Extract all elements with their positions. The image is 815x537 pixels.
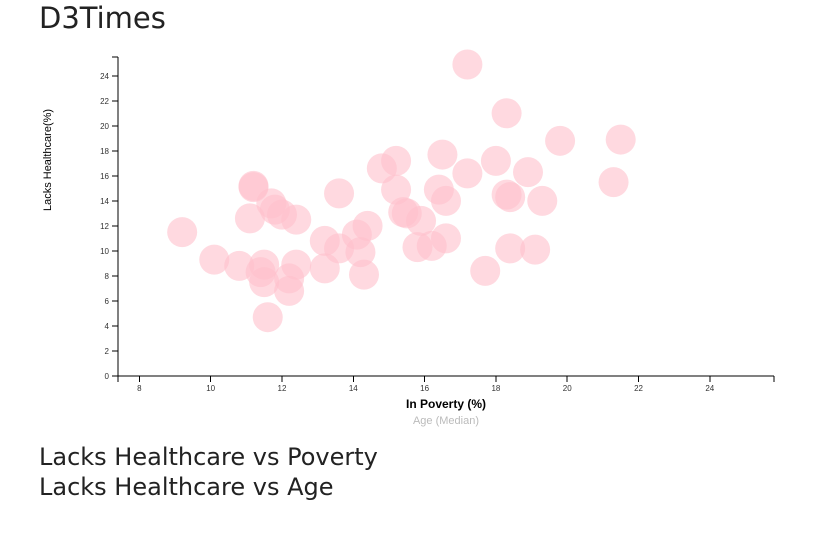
data-point[interactable] bbox=[480, 145, 511, 176]
y-axis-label-healthcare[interactable]: Lacks Healthcare(%) bbox=[42, 109, 54, 211]
data-point[interactable] bbox=[495, 182, 526, 213]
data-point[interactable] bbox=[167, 217, 198, 248]
x-tick-label: 16 bbox=[420, 384, 429, 393]
x-tick-label: 22 bbox=[634, 384, 643, 393]
y-tick-label: 8 bbox=[105, 272, 110, 281]
data-point[interactable] bbox=[324, 178, 355, 209]
data-point[interactable] bbox=[427, 139, 458, 170]
data-point[interactable] bbox=[470, 255, 501, 286]
y-tick-label: 16 bbox=[100, 172, 109, 181]
data-point[interactable] bbox=[431, 185, 461, 216]
x-tick-label: 12 bbox=[278, 384, 287, 393]
y-tick-label: 0 bbox=[105, 372, 110, 381]
data-point[interactable] bbox=[252, 302, 283, 333]
data-point[interactable] bbox=[345, 237, 376, 268]
data-point[interactable] bbox=[452, 49, 483, 80]
data-point[interactable] bbox=[491, 98, 522, 129]
x-axis-label-poverty[interactable]: In Poverty (%) bbox=[406, 397, 486, 411]
y-tick-label: 14 bbox=[100, 197, 109, 206]
data-point[interactable] bbox=[527, 185, 558, 216]
data-point[interactable] bbox=[598, 167, 629, 198]
data-point[interactable] bbox=[545, 125, 576, 156]
data-point[interactable] bbox=[281, 249, 312, 280]
data-point[interactable] bbox=[513, 157, 543, 188]
data-point[interactable] bbox=[431, 223, 461, 254]
data-point[interactable] bbox=[249, 267, 280, 298]
x-axis-label-age[interactable]: Age (Median) bbox=[413, 415, 479, 427]
subtitle-age: Lacks Healthcare vs Age bbox=[39, 473, 334, 501]
y-tick-label: 10 bbox=[100, 247, 109, 256]
y-tick-label: 18 bbox=[100, 147, 109, 156]
subtitle-poverty: Lacks Healthcare vs Poverty bbox=[39, 443, 378, 471]
x-tick-label: 14 bbox=[349, 384, 358, 393]
data-point[interactable] bbox=[349, 259, 379, 290]
data-point[interactable] bbox=[381, 174, 412, 205]
y-tick-label: 22 bbox=[100, 97, 109, 106]
data-point[interactable] bbox=[199, 244, 230, 275]
data-point[interactable] bbox=[406, 205, 437, 236]
y-tick-label: 4 bbox=[105, 322, 110, 331]
y-tick-label: 24 bbox=[100, 72, 109, 81]
data-point[interactable] bbox=[281, 204, 312, 235]
y-tick-label: 20 bbox=[100, 122, 109, 131]
data-point[interactable] bbox=[495, 233, 526, 264]
data-point[interactable] bbox=[274, 275, 305, 306]
y-tick-label: 6 bbox=[105, 297, 110, 306]
x-axis: 8 10 12 14 16 18 20 22 24 bbox=[117, 375, 775, 393]
y-tick-label: 12 bbox=[100, 222, 109, 231]
data-point[interactable] bbox=[366, 153, 397, 184]
data-point[interactable] bbox=[234, 203, 265, 234]
x-tick-label: 20 bbox=[563, 384, 572, 393]
x-tick-label: 10 bbox=[206, 384, 215, 393]
plot-area bbox=[167, 49, 636, 333]
data-point[interactable] bbox=[520, 234, 551, 265]
x-tick-label: 24 bbox=[705, 384, 714, 393]
scatter-chart: 8 10 12 14 16 18 20 22 24 024681012141618202224 … bbox=[42, 49, 775, 427]
page-title: D3Times bbox=[39, 1, 166, 35]
data-point[interactable] bbox=[309, 253, 340, 284]
x-tick-label: 18 bbox=[491, 384, 500, 393]
x-tick-label: 8 bbox=[137, 384, 142, 393]
y-tick-label: 2 bbox=[105, 347, 110, 356]
data-point[interactable] bbox=[605, 124, 636, 155]
data-point[interactable] bbox=[452, 158, 483, 189]
